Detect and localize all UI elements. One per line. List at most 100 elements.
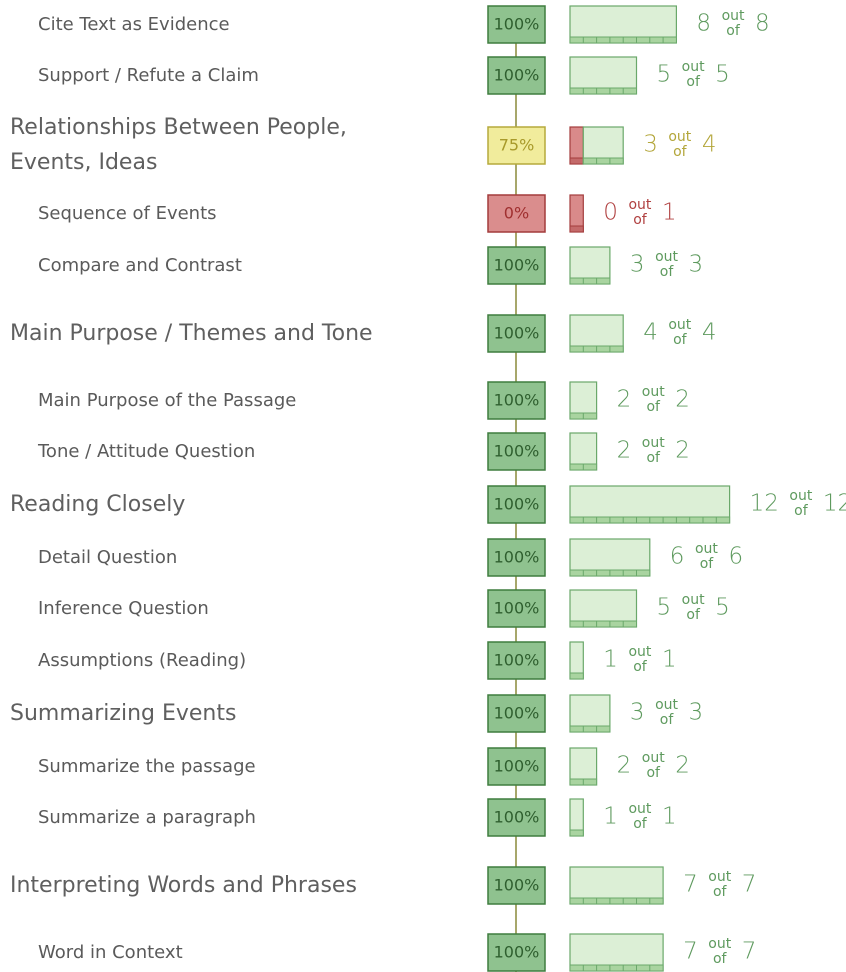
percent-box — [487, 246, 546, 285]
skill-label: Detail Question — [38, 546, 178, 568]
of-label: of — [713, 951, 728, 967]
out-label: out — [695, 541, 718, 557]
correct-count: 1 — [603, 804, 618, 830]
percent-label: 100% — [494, 548, 540, 567]
skill-label: Relationships Between People, Events, Id… — [10, 115, 347, 175]
of-label: of — [794, 503, 809, 519]
of-label: of — [633, 659, 648, 675]
correct-count: 7 — [683, 872, 698, 898]
skill-label: Reading Closely — [10, 491, 186, 517]
score-bar — [569, 798, 584, 837]
score-bar — [569, 432, 598, 471]
correct-count: 2 — [617, 387, 632, 413]
of-label: of — [646, 450, 661, 466]
total-count: 2 — [675, 387, 690, 413]
skill-label: Support / Refute a Claim — [38, 64, 259, 86]
total-count: 5 — [715, 62, 730, 88]
correct-strip — [569, 964, 664, 972]
score-bar — [569, 694, 611, 733]
percent-box — [487, 5, 546, 44]
percent-box — [487, 694, 546, 733]
skill-label: Tone / Attitude Question — [38, 440, 256, 462]
percent-label: 100% — [494, 66, 540, 85]
correct-count: 5 — [657, 62, 672, 88]
skill-label: Summarize a paragraph — [38, 806, 256, 828]
out-label: out — [655, 249, 678, 265]
of-label: of — [633, 212, 648, 228]
correct-count: 7 — [683, 939, 698, 965]
correct-count: 1 — [603, 647, 618, 673]
skill-label: Compare and Contrast — [38, 254, 242, 276]
out-label: out — [642, 435, 665, 451]
percent-box — [487, 381, 546, 420]
correct-strip — [569, 725, 611, 733]
skill-label: Sequence of Events — [38, 202, 217, 224]
total-count: 8 — [755, 11, 770, 37]
of-label: of — [700, 556, 715, 572]
score-bar — [569, 194, 584, 233]
total-count: 1 — [662, 200, 677, 226]
out-label: out — [708, 936, 731, 952]
total-count: 7 — [742, 939, 757, 965]
out-label: out — [668, 317, 691, 333]
of-label: of — [646, 399, 661, 415]
percent-box — [487, 538, 546, 577]
incorrect-strip — [569, 157, 584, 165]
of-label: of — [660, 712, 675, 728]
percent-label: 100% — [494, 651, 540, 670]
correct-count: 2 — [617, 753, 632, 779]
total-count: 1 — [662, 647, 677, 673]
out-label: out — [642, 750, 665, 766]
of-label: of — [686, 74, 701, 90]
total-count: 7 — [742, 872, 757, 898]
out-label: out — [642, 384, 665, 400]
score-bar — [569, 933, 664, 972]
out-label: out — [668, 129, 691, 145]
of-label: of — [673, 144, 688, 160]
percent-label: 0% — [504, 204, 529, 223]
score-bar — [569, 538, 651, 577]
percent-label: 100% — [494, 391, 540, 410]
of-label: of — [673, 332, 688, 348]
percent-box — [487, 641, 546, 680]
total-count: 4 — [702, 132, 717, 158]
total-count: 1 — [662, 804, 677, 830]
skill-label: Interpreting Words and Phrases — [10, 872, 357, 898]
percent-label: 100% — [494, 256, 540, 275]
score-bar — [569, 485, 731, 524]
score-bar — [569, 381, 598, 420]
skill-label: Summarize the passage — [38, 755, 256, 777]
skill-label: Assumptions (Reading) — [38, 649, 247, 671]
of-label: of — [646, 765, 661, 781]
skill-label: Main Purpose of the Passage — [38, 389, 297, 411]
percent-box — [487, 589, 546, 628]
score-bar — [569, 246, 611, 285]
of-label: of — [633, 816, 648, 832]
total-count: 2 — [675, 753, 690, 779]
correct-count: 5 — [657, 595, 672, 621]
percent-label: 100% — [494, 943, 540, 962]
total-count: 3 — [689, 700, 704, 726]
correct-count: 3 — [643, 132, 658, 158]
score-bar — [569, 589, 638, 628]
correct-strip — [582, 157, 624, 165]
correct-count: 2 — [617, 438, 632, 464]
correct-strip — [569, 87, 637, 95]
percent-label: 100% — [494, 495, 540, 514]
total-count: 4 — [702, 320, 717, 346]
skill-label: Inference Question — [38, 597, 209, 619]
percent-label: 75% — [499, 136, 535, 155]
correct-count: 6 — [670, 544, 685, 570]
correct-strip — [569, 620, 637, 628]
skill-label: Summarizing Events — [10, 700, 237, 726]
percent-box — [487, 933, 546, 972]
out-label: out — [722, 8, 745, 24]
percent-label: 100% — [494, 324, 540, 343]
percent-label: 100% — [494, 808, 540, 827]
out-label: out — [682, 592, 705, 608]
percent-box — [487, 56, 546, 95]
total-count: 5 — [715, 595, 730, 621]
score-bar — [569, 314, 624, 353]
percent-label: 100% — [494, 704, 540, 723]
